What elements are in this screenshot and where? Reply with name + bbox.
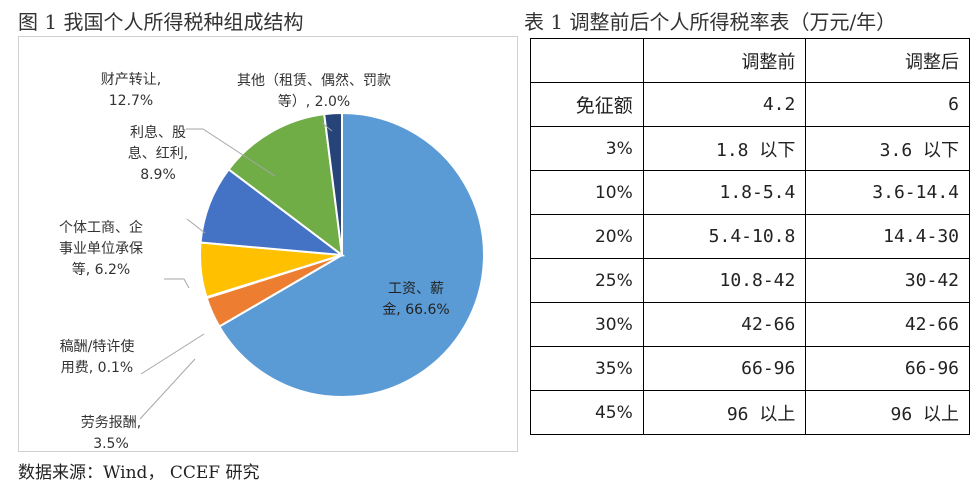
table-row: 45% 96 以上 96 以上 xyxy=(530,390,970,435)
cell-before: 10.8-42 xyxy=(642,258,807,303)
leader-line-5 xyxy=(186,128,276,177)
slice-label-1: 劳务报酬, 3.5% xyxy=(81,415,141,452)
slice-label-3: 个体工商、企事业单位承保等, 6.2% xyxy=(59,219,143,278)
cell-rate: 45% xyxy=(530,390,644,435)
slice-label-5: 财产转让, 12.7% xyxy=(101,72,161,109)
cell-after: 42-66 xyxy=(805,302,970,347)
table-row: 35% 66-96 66-96 xyxy=(530,346,970,391)
cell-rate: 35% xyxy=(530,346,644,391)
cell-after: 66-96 xyxy=(805,346,970,391)
table-row: 10% 1.8-5.4 3.6-14.4 xyxy=(530,170,970,215)
slice-label-6: 其他（租赁、偶然、罚款等）, 2.0% xyxy=(237,72,391,110)
cell-after: 6 xyxy=(805,82,970,127)
column-header-2: 调整后 xyxy=(805,38,970,83)
cell-before: 4.2 xyxy=(642,82,807,127)
cell-after: 96 以上 xyxy=(805,390,970,435)
cell-after: 14.4-30 xyxy=(805,214,970,259)
pie-chart-frame: 工资、薪金, 66.6% 劳务报酬, 3.5% 稿酬/特许使用费, 0.1% 个体工商、… xyxy=(18,36,518,452)
rate-table-title: 表 1 调整前后个人所得税率表（万元/年） xyxy=(524,10,897,34)
table-row: 20% 5.4-10.8 14.4-30 xyxy=(530,214,970,259)
leader-line-3 xyxy=(164,278,190,289)
cell-after: 3.6 以下 xyxy=(805,126,970,171)
cell-after: 30-42 xyxy=(805,258,970,303)
pie-chart-title: 图 1 我国个人所得税种组成结构 xyxy=(18,10,304,34)
pie-slice-5 xyxy=(227,113,344,258)
table-row: 3% 1.8 以下 3.6 以下 xyxy=(530,126,970,171)
slice-label-2: 稿酬/特许使用费, 0.1% xyxy=(60,338,135,376)
cell-before: 1.8-5.4 xyxy=(642,170,807,215)
cell-before: 1.8 以下 xyxy=(642,126,807,171)
cell-rate: 25% xyxy=(530,258,644,303)
table-header-row: 调整前 调整后 xyxy=(530,38,970,83)
leader-line-2 xyxy=(140,333,205,375)
leader-line-4 xyxy=(186,218,206,234)
pie-slice-6 xyxy=(323,111,343,256)
tax-rate-table: 调整前 调整后 免征额 4.2 6 3% 1.8 以下 3.6 以下 10% 1.8-5.4 3.6… xyxy=(530,38,970,435)
cell-rate: 3% xyxy=(530,126,644,171)
cell-before: 96 以上 xyxy=(642,390,807,435)
cell-rate: 20% xyxy=(530,214,644,259)
cell-rate: 30% xyxy=(530,302,644,347)
cell-before: 42-66 xyxy=(642,302,807,347)
table-row: 免征额 4.2 6 xyxy=(530,82,970,127)
cell-after: 3.6-14.4 xyxy=(805,170,970,215)
pie-chart: 工资、薪金, 66.6% 劳务报酬, 3.5% 稿酬/特许使用费, 0.1% 个体工商、… xyxy=(59,72,485,452)
leader-line-6 xyxy=(321,122,333,132)
cell-before: 66-96 xyxy=(642,346,807,391)
data-source-note: 数据来源：Wind， CCEF 研究 xyxy=(18,463,260,483)
leader-line-1 xyxy=(139,358,196,420)
slice-label-4: 利息、股息、红利, 8.9% xyxy=(128,124,188,183)
table-row: 30% 42-66 42-66 xyxy=(530,302,970,347)
table-row: 25% 10.8-42 30-42 xyxy=(530,258,970,303)
column-header-1: 调整前 xyxy=(642,38,807,83)
column-header-0 xyxy=(530,38,644,83)
pie-slice-0 xyxy=(217,111,485,398)
slice-label-0: 工资、薪金, 66.6% xyxy=(382,281,449,318)
cell-before: 5.4-10.8 xyxy=(642,214,807,259)
cell-rate: 免征额 xyxy=(530,82,644,127)
cell-rate: 10% xyxy=(530,170,644,215)
